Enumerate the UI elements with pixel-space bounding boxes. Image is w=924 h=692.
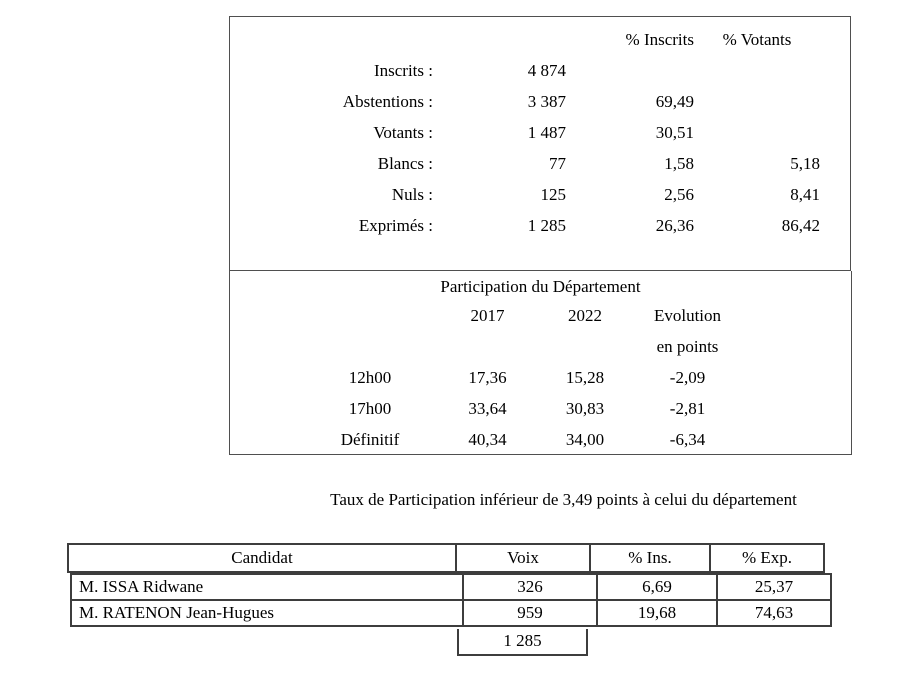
header-pct-ins: % Ins. — [589, 543, 711, 573]
candidate-pct-exp: 25,37 — [716, 573, 832, 601]
turnout-row-abstentions: Abstentions : 3 387 69,49 — [230, 86, 850, 117]
participation-header-row: 2017 2022 Evolution — [230, 300, 851, 331]
row-label: Abstentions : — [342, 92, 433, 111]
row-pct-votants: 5,18 — [790, 154, 820, 173]
candidates-header-row: Candidat Voix % Ins. % Exp. — [67, 543, 825, 573]
row-label: Blancs : — [377, 154, 433, 173]
row-label: Définitif — [340, 430, 400, 449]
row-pct-inscrits: 26,36 — [655, 216, 694, 235]
candidate-pct-exp: 74,63 — [716, 599, 832, 627]
row-count: 77 — [549, 154, 566, 173]
turnout-row-nuls: Nuls : 125 2,56 8,41 — [230, 179, 850, 210]
col-header-pct-inscrits: % Inscrits — [625, 30, 694, 49]
participation-note: Taux de Participation inférieur de 3,49 … — [330, 490, 797, 509]
row-2022: 34,00 — [565, 430, 605, 449]
candidate-name: M. ISSA Ridwane — [70, 573, 464, 601]
col-header-evolution: Evolution — [653, 306, 722, 325]
candidates-body-table: M. ISSA Ridwane 326 6,69 25,37 M. RATENO… — [70, 573, 832, 627]
row-2017: 33,64 — [468, 399, 507, 418]
candidate-pct-ins: 6,69 — [596, 573, 718, 601]
col-header-2017: 2017 — [470, 306, 505, 325]
turnout-row-inscrits: Inscrits : 4 874 — [230, 55, 850, 86]
row-pct-votants — [694, 55, 820, 86]
candidate-voix: 326 — [462, 573, 598, 601]
turnout-rows: % Inscrits % Votants Inscrits : 4 874 Ab… — [230, 24, 850, 241]
candidate-row: M. RATENON Jean-Hugues 959 19,68 74,63 — [70, 599, 832, 627]
turnout-row-exprimes: Exprimés : 1 285 26,36 86,42 — [230, 210, 850, 241]
turnout-header-row: % Inscrits % Votants — [230, 24, 850, 55]
total-voix-box: 1 285 — [457, 629, 588, 656]
participation-row-12h00: 12h00 17,36 15,28 -2,09 — [230, 362, 851, 393]
row-pct-inscrits: 2,56 — [664, 185, 694, 204]
participation-header-row-2: en points — [230, 331, 851, 362]
row-label: 12h00 — [348, 368, 392, 387]
row-label: Exprimés : — [358, 216, 433, 235]
row-label: 17h00 — [348, 399, 392, 418]
row-2022: 30,83 — [565, 399, 605, 418]
row-2017: 40,34 — [468, 430, 507, 449]
participation-row-definitif: Définitif 40,34 34,00 -6,34 — [230, 424, 851, 455]
row-label: Inscrits : — [373, 61, 433, 80]
row-evolution: -6,34 — [669, 430, 706, 449]
participation-table: Participation du Département 2017 2022 E… — [229, 271, 852, 455]
row-evolution: -2,09 — [669, 368, 706, 387]
col-header-pct-votants: % Votants — [722, 30, 792, 49]
candidate-row: M. ISSA Ridwane 326 6,69 25,37 — [70, 573, 832, 601]
row-pct-votants: 86,42 — [781, 216, 820, 235]
row-count: 1 285 — [527, 216, 566, 235]
row-evolution: -2,81 — [669, 399, 706, 418]
row-label: Votants : — [373, 123, 433, 142]
candidates-header-table: Candidat Voix % Ins. % Exp. — [67, 543, 825, 573]
turnout-row-blancs: Blancs : 77 1,58 5,18 — [230, 148, 850, 179]
row-pct-inscrits: 69,49 — [655, 92, 694, 111]
row-pct-votants — [694, 86, 820, 117]
row-2022: 15,28 — [565, 368, 605, 387]
participation-row-17h00: 17h00 33,64 30,83 -2,81 — [230, 393, 851, 424]
turnout-row-votants: Votants : 1 487 30,51 — [230, 117, 850, 148]
row-count: 3 387 — [527, 92, 566, 111]
participation-title: Participation du Département — [440, 277, 641, 296]
row-count: 125 — [540, 185, 567, 204]
row-pct-inscrits — [566, 55, 694, 86]
row-count: 4 874 — [527, 61, 566, 80]
header-candidat: Candidat — [67, 543, 457, 573]
row-pct-inscrits: 1,58 — [664, 154, 694, 173]
col-header-2022: 2022 — [568, 306, 602, 325]
candidate-pct-ins: 19,68 — [596, 599, 718, 627]
row-2017: 17,36 — [468, 368, 507, 387]
header-voix: Voix — [455, 543, 591, 573]
row-count: 1 487 — [527, 123, 566, 142]
candidate-name: M. RATENON Jean-Hugues — [70, 599, 464, 627]
turnout-summary-table: % Inscrits % Votants Inscrits : 4 874 Ab… — [229, 16, 851, 271]
candidate-voix: 959 — [462, 599, 598, 627]
row-pct-votants: 8,41 — [790, 185, 820, 204]
row-label: Nuls : — [391, 185, 433, 204]
row-pct-votants — [694, 117, 820, 148]
col-header-evolution-sub: en points — [656, 337, 719, 356]
header-pct-exp: % Exp. — [709, 543, 825, 573]
row-pct-inscrits: 30,51 — [655, 123, 694, 142]
